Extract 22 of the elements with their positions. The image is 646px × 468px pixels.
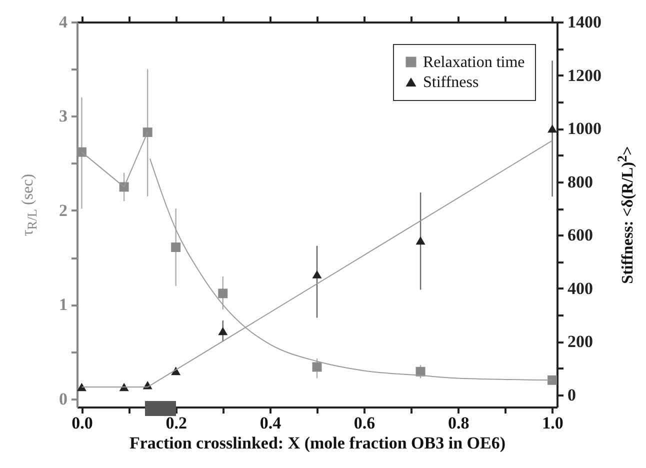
y2-tick-label: 1000 xyxy=(568,119,602,138)
y-tick-label: 1 xyxy=(59,295,68,314)
y2-tick-label: 400 xyxy=(568,278,593,298)
y2-tick-label: 800 xyxy=(568,172,593,192)
x-tick-label: 0.0 xyxy=(72,414,93,432)
y2-tick-label: 1200 xyxy=(568,66,602,85)
x-tick-label: 1.0 xyxy=(542,414,564,432)
y2-tick-label: 1400 xyxy=(568,12,602,32)
y2-tick-label: 0 xyxy=(568,386,576,405)
x-tick-label: 0.6 xyxy=(354,414,376,432)
y-tick-label: 0 xyxy=(59,389,68,408)
x-axis-title: Fraction crosslinked: X (mole fraction OB3 in OE6) xyxy=(129,434,506,452)
y-tick-label: 3 xyxy=(59,106,68,126)
y-tick-label: 4 xyxy=(59,12,68,32)
legend-label: Relaxation time xyxy=(423,54,525,71)
y-tick-label: 2 xyxy=(59,200,68,220)
x-tick-label: 0.4 xyxy=(260,414,282,432)
y2-tick-label: 200 xyxy=(568,332,593,352)
legend-label: Stiffness xyxy=(423,74,479,91)
y2-tick-label: 600 xyxy=(568,226,593,245)
x-tick-label: 0.8 xyxy=(448,414,470,432)
x-tick-label: 0.2 xyxy=(166,414,187,432)
